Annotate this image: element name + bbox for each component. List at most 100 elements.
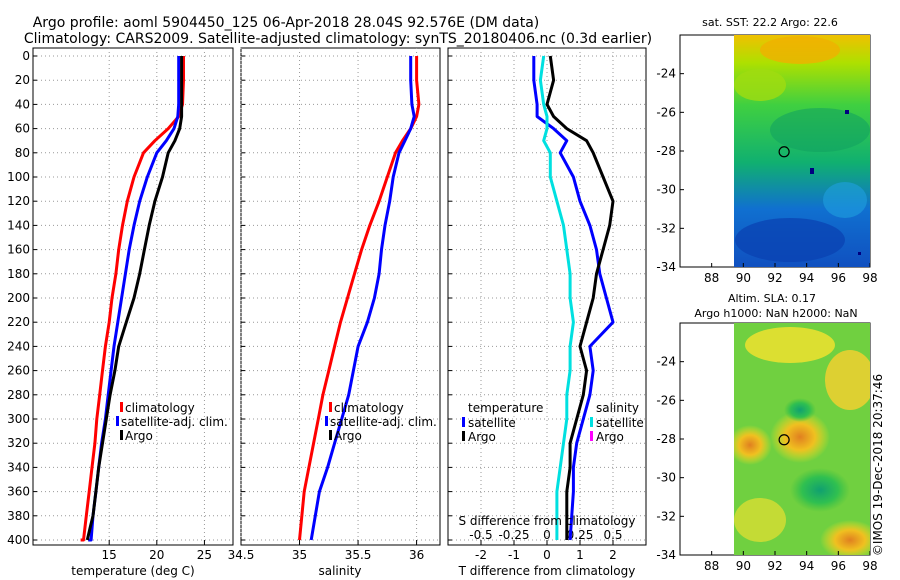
map-x-tick-label: 92 bbox=[767, 559, 782, 573]
map-y-tick-label: -34 bbox=[656, 548, 676, 562]
difference-legend: temperature salinity satellite Argo sate… bbox=[462, 401, 644, 444]
map-x-tick-label: 88 bbox=[704, 271, 719, 285]
depth-tick-label: 240 bbox=[7, 339, 30, 353]
map-x-tick-label: 90 bbox=[736, 271, 751, 285]
sst-argo-marker bbox=[778, 146, 790, 158]
series-line-argo bbox=[85, 56, 184, 541]
watermark-text: ©IMOS 19-Dec-2018 20:37:46 bbox=[871, 374, 885, 556]
map-y-tick-label: -32 bbox=[656, 221, 676, 235]
series-line-satellite-adj-clim- bbox=[309, 56, 416, 541]
sst-warm-patch bbox=[760, 36, 840, 64]
depth-tick-label: 160 bbox=[7, 243, 30, 257]
x-tick-label: -1 bbox=[508, 548, 520, 562]
x-tick-label: 36 bbox=[409, 548, 424, 562]
sla-high-patch bbox=[734, 498, 786, 542]
depth-tick-label: 60 bbox=[15, 122, 30, 136]
sst-cloud-pixel bbox=[845, 110, 849, 114]
argo-position-marker bbox=[778, 146, 790, 158]
s-tick-label: 0 bbox=[543, 528, 551, 542]
depth-tick-label: 400 bbox=[7, 533, 30, 547]
x-tick-label: 25 bbox=[197, 548, 212, 562]
figure-title-line1: Argo profile: aoml 5904450_125 06-Apr-20… bbox=[33, 15, 540, 31]
salinity-grid bbox=[240, 48, 440, 545]
map-y-tick-label: -30 bbox=[656, 471, 676, 485]
map-x-tick-label: 88 bbox=[704, 559, 719, 573]
map-y-tick-label: -32 bbox=[656, 509, 676, 523]
sst-cold-patch bbox=[823, 182, 867, 218]
depth-tick-label: 200 bbox=[7, 291, 30, 305]
difference-series bbox=[532, 55, 615, 541]
x-tick-label: -2 bbox=[475, 548, 487, 562]
legend-satellite-label: satellite-adj. clim. bbox=[121, 415, 228, 429]
legend-argo-swatch bbox=[120, 430, 123, 440]
legend-temperature-title: temperature bbox=[468, 401, 543, 415]
depth-tick-label: 320 bbox=[7, 436, 30, 450]
series-line-climatology bbox=[80, 56, 185, 542]
depth-tick-label: 20 bbox=[15, 73, 30, 87]
sla-map-panel: Altim. SLA: 0.17 Argo h1000: NaN h2000: … bbox=[656, 292, 877, 573]
difference-profile-panel: -2 -1 0 1 2 -0.5 -0.25 0 0.25 0.5 T difference f… bbox=[447, 47, 647, 578]
legend-climatology-label: climatology bbox=[334, 401, 404, 415]
s-tick-label: 0.5 bbox=[603, 528, 622, 542]
depth-tick-labels: 0 20 40 60 80 100 120 140 160 180 200 220 240 260 280 3… bbox=[7, 49, 30, 547]
map-y-tick-label: -28 bbox=[656, 432, 676, 446]
sst-warm-patch bbox=[734, 69, 786, 101]
legend-t-argo-label: Argo bbox=[468, 430, 496, 444]
map-y-tick-label: -30 bbox=[656, 183, 676, 197]
sla-high-patch bbox=[745, 327, 835, 363]
legend-t-satellite-label: satellite bbox=[468, 416, 516, 430]
sla-low-patch bbox=[784, 398, 816, 422]
depth-tick-label: 0 bbox=[22, 49, 30, 63]
legend-argo-swatch bbox=[329, 430, 332, 440]
map-x-tick-label: 98 bbox=[862, 271, 877, 285]
temperature-series bbox=[80, 56, 185, 542]
x-tick-label: 35 bbox=[292, 548, 307, 562]
salinity-tick-labels: 34.5 35 35.5 36 bbox=[228, 548, 425, 562]
depth-tick-label: 220 bbox=[7, 315, 30, 329]
sst-cloud-pixel bbox=[810, 168, 814, 174]
legend-salinity-title: salinity bbox=[596, 401, 639, 415]
sst-cloud-pixel bbox=[858, 252, 861, 255]
legend-climatology-label: climatology bbox=[125, 401, 195, 415]
depth-tick-label: 180 bbox=[7, 267, 30, 281]
depth-tick-label: 340 bbox=[7, 460, 30, 474]
map-y-tick-label: -26 bbox=[656, 105, 676, 119]
depth-tick-label: 120 bbox=[7, 194, 30, 208]
sla-high-patch bbox=[734, 425, 772, 465]
sla-low-patch bbox=[790, 468, 850, 512]
sst-map-panel: sat. SST: 22.2 Argo: 22.6 88 90 92 94 96 98 -2… bbox=[656, 16, 877, 285]
legend-t-satellite-swatch bbox=[462, 417, 465, 427]
salinity-axes-frame bbox=[240, 47, 441, 546]
legend-climatology-swatch bbox=[120, 402, 123, 412]
map-y-tick-label: -28 bbox=[656, 144, 676, 158]
salinity-legend: climatology satellite-adj. clim. Argo bbox=[325, 401, 437, 443]
map-x-tick-label: 96 bbox=[831, 559, 846, 573]
map-x-tick-label: 90 bbox=[736, 559, 751, 573]
depth-tick-label: 140 bbox=[7, 218, 30, 232]
s-difference-xlabel: S difference from climatology bbox=[459, 514, 636, 528]
s-tick-label: -0.5 bbox=[469, 528, 492, 542]
sla-field bbox=[734, 323, 870, 555]
map-y-tick-label: -24 bbox=[656, 355, 676, 369]
sst-field bbox=[734, 35, 870, 267]
sst-cool-patch bbox=[770, 108, 870, 152]
sla-argo-marker bbox=[778, 434, 790, 446]
sst-map-ticks: 88 90 92 94 96 98 -24 -26 -28 -30 -32 -34 bbox=[656, 67, 877, 285]
map-x-tick-label: 98 bbox=[862, 559, 877, 573]
series-line-t-argo bbox=[545, 55, 615, 540]
x-tick-label: 34.5 bbox=[228, 548, 255, 562]
legend-s-argo-label: Argo bbox=[596, 430, 624, 444]
depth-tick-label: 300 bbox=[7, 412, 30, 426]
map-x-tick-label: 92 bbox=[767, 271, 782, 285]
depth-tick-label: 100 bbox=[7, 170, 30, 184]
x-tick-label: 20 bbox=[149, 548, 164, 562]
x-tick-label: 35.5 bbox=[345, 548, 372, 562]
temperature-xlabel: temperature (deg C) bbox=[71, 564, 194, 578]
temperature-profile-panel: 0 20 40 60 80 100 120 140 160 180 200 220 240 260 280 3… bbox=[7, 47, 234, 578]
depth-tick-label: 280 bbox=[7, 388, 30, 402]
depth-tick-label: 260 bbox=[7, 364, 30, 378]
t-difference-xlabel: T difference from climatology bbox=[458, 564, 636, 578]
series-line-s-satellite bbox=[538, 55, 575, 540]
t-difference-tick-labels: -2 -1 0 1 2 bbox=[475, 548, 617, 562]
